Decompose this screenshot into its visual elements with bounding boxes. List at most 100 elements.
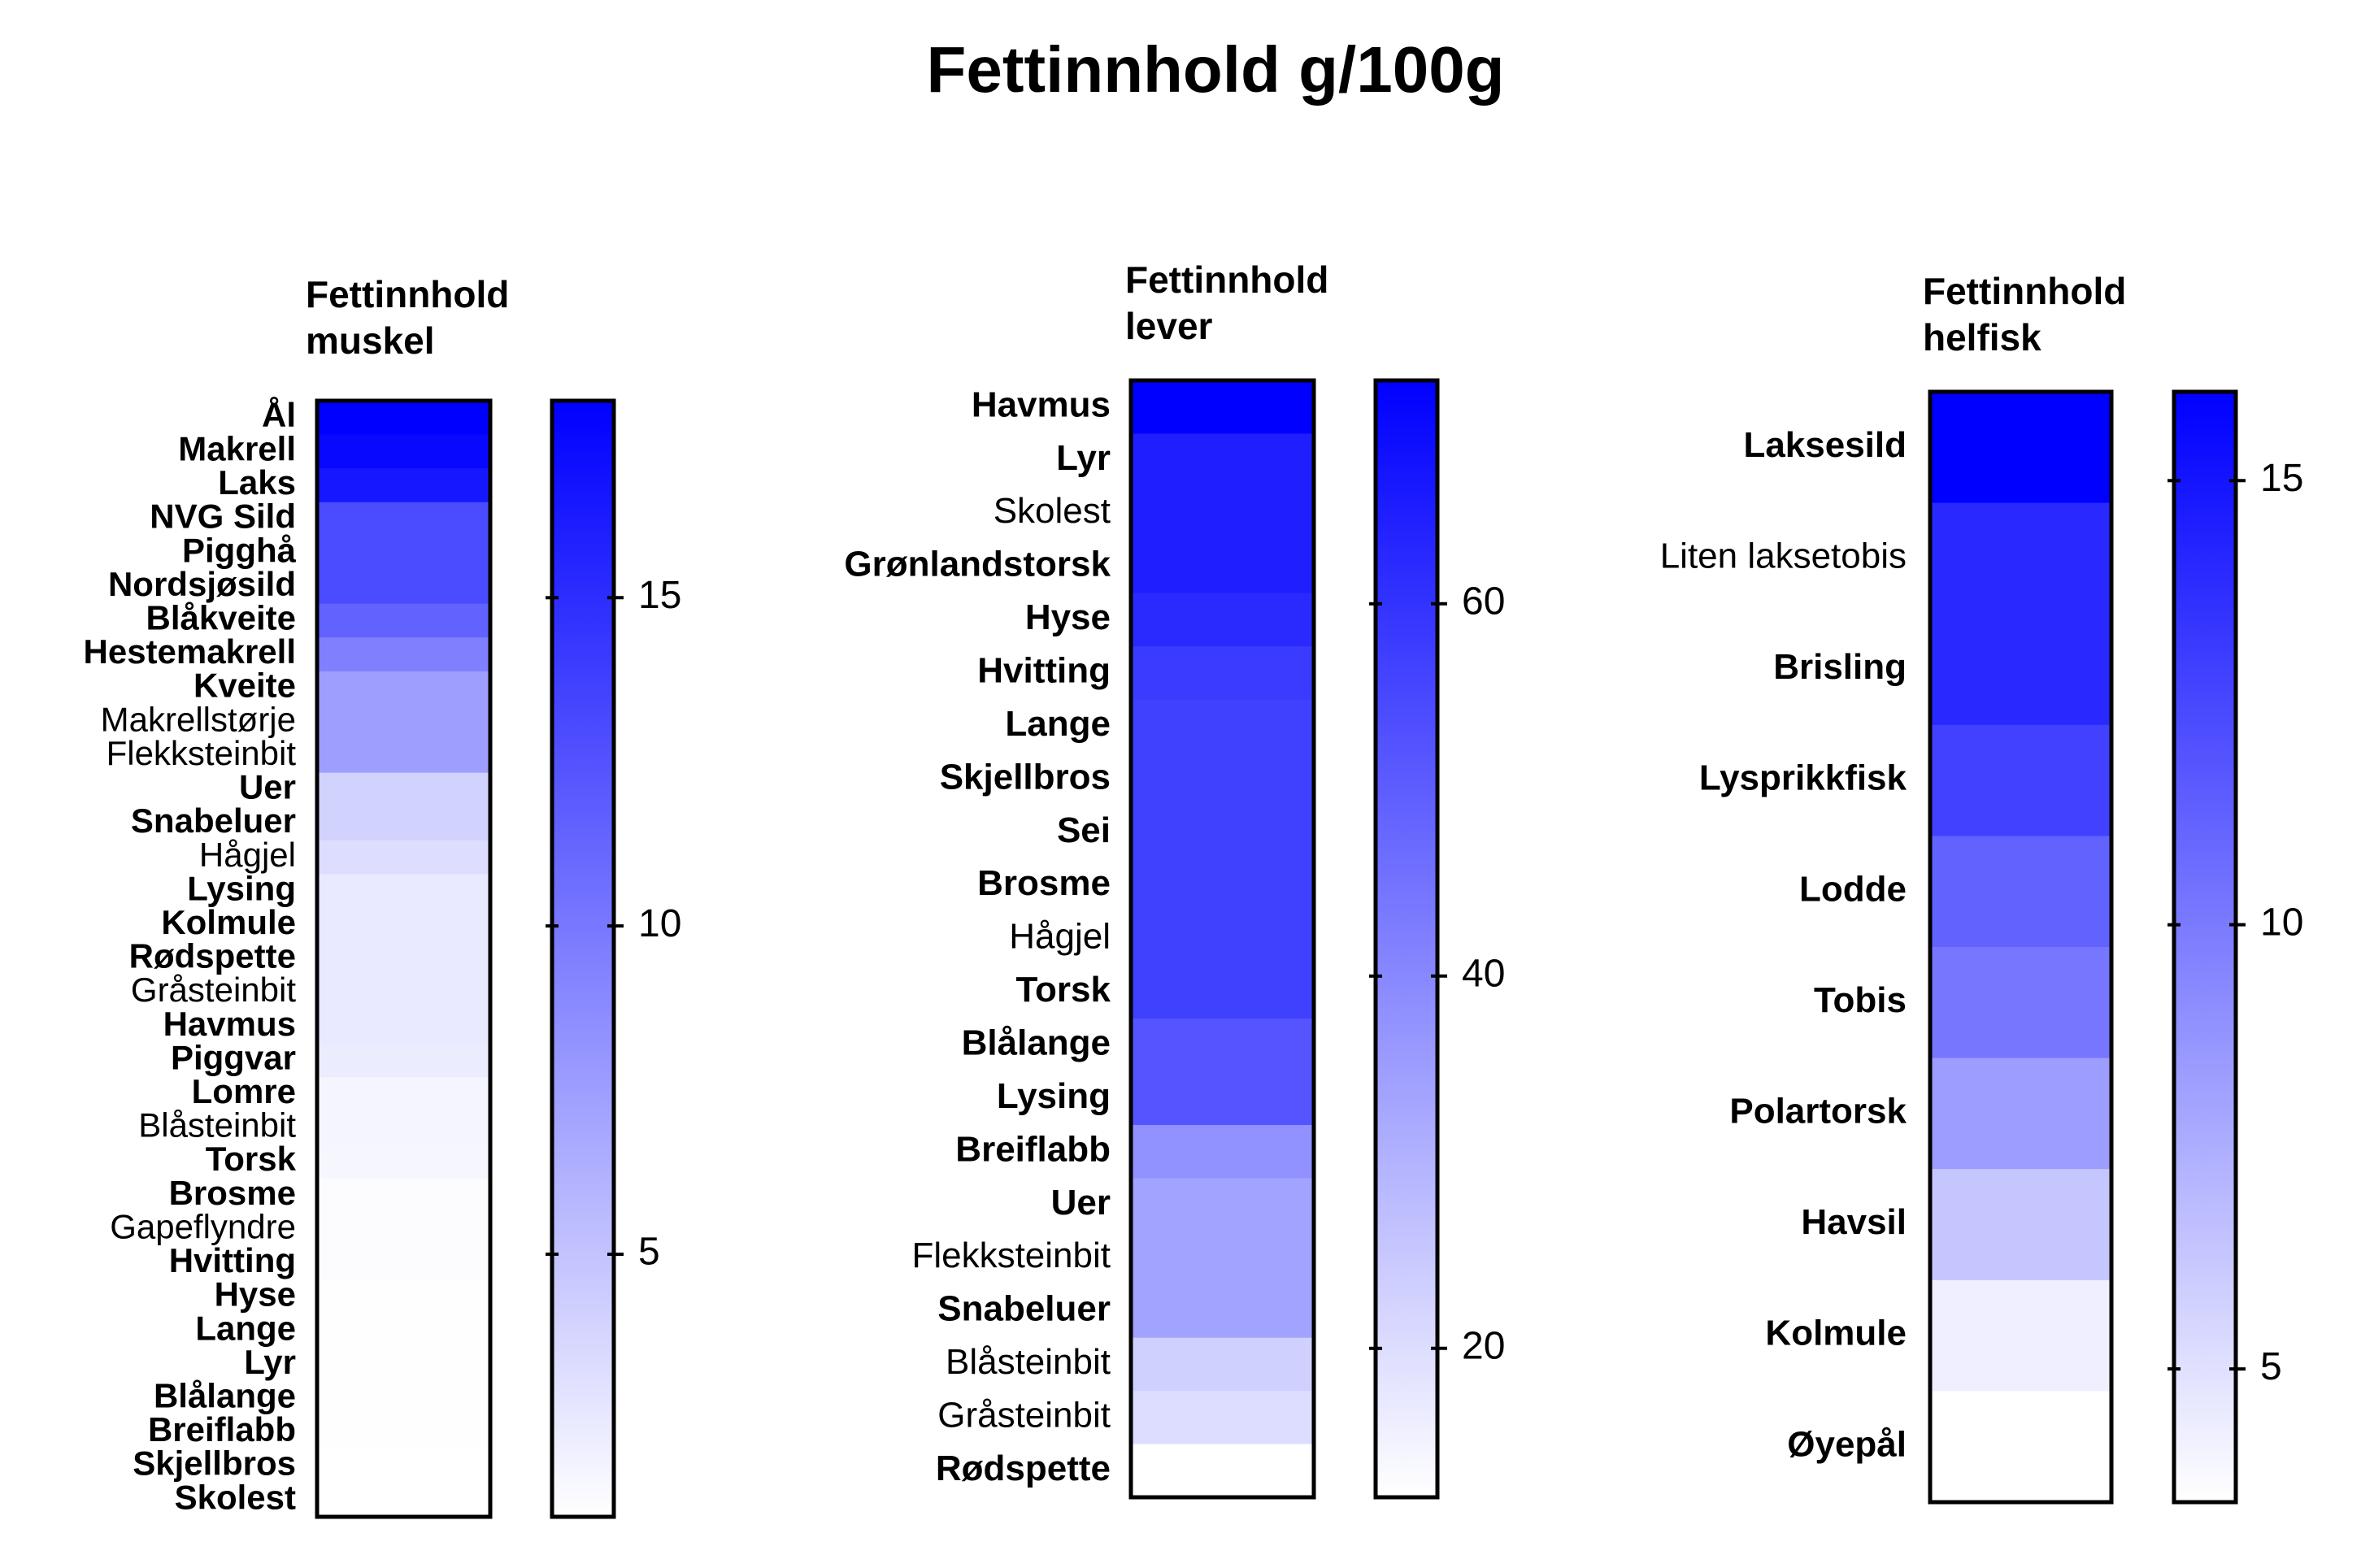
row-label: Laksesild <box>1743 425 1907 465</box>
row-label: Liten laksetobis <box>1660 536 1907 576</box>
row-label: Hågjel <box>1009 917 1111 957</box>
heatmap-cell <box>1131 1391 1314 1445</box>
heatmap-cell <box>1930 947 2111 1059</box>
heatmap-cell <box>317 908 490 943</box>
row-label: Hågjel <box>199 836 296 874</box>
heatmap-cell <box>1131 699 1314 754</box>
row-label: Hyse <box>1025 597 1111 637</box>
heatmap-cell <box>1930 502 2111 615</box>
heatmap-cell <box>1930 836 2111 948</box>
heatmap-cell <box>317 772 490 807</box>
heatmap-border <box>315 398 493 1519</box>
heatmap-cell <box>317 671 490 706</box>
row-label: Gråsteinbit <box>131 971 296 1009</box>
row-label: Laks <box>218 463 296 502</box>
row-label: Blålange <box>962 1023 1111 1062</box>
row-label: Brosme <box>169 1174 296 1212</box>
row-label: Gråsteinbit <box>937 1395 1111 1435</box>
heatmap-cell <box>317 1212 490 1247</box>
row-label: Skolest <box>175 1478 296 1516</box>
row-label: Nordsjøsild <box>108 565 296 603</box>
row-label: Uer <box>239 768 296 806</box>
row-label: Lysing <box>997 1076 1111 1116</box>
heatmap-cell <box>1930 1391 2111 1503</box>
row-label: Snabeluer <box>937 1289 1111 1329</box>
row-label: Lange <box>195 1309 296 1347</box>
heatmap-cell <box>317 874 490 909</box>
heatmap-cell <box>1131 540 1314 594</box>
heatmap-cell <box>317 637 490 672</box>
heatmap-cell <box>1131 646 1314 701</box>
row-label: Hestemakrell <box>84 632 297 671</box>
heatmap-cell <box>1131 1178 1314 1232</box>
row-label: Breiflabb <box>148 1410 296 1449</box>
heatmap-cell <box>317 434 490 469</box>
row-label: Gapeflyndre <box>110 1207 296 1245</box>
colorbar-tick-label: 20 <box>1462 1324 1505 1367</box>
row-label: Tobis <box>1814 980 1907 1020</box>
row-label: Skjellbros <box>133 1444 296 1483</box>
heatmap-cell <box>317 1381 490 1416</box>
colorbar-tick-label: 15 <box>2260 457 2303 500</box>
row-label: Hyse <box>215 1275 296 1314</box>
heatmap-cell <box>317 1483 490 1518</box>
heatmap-cell <box>317 1110 490 1145</box>
heatmap-cell <box>317 1009 490 1045</box>
row-label: Lyr <box>244 1343 296 1381</box>
heatmap-cell <box>1930 1058 2111 1170</box>
row-label: Brosme <box>977 863 1111 903</box>
heatmap-cell <box>317 502 490 537</box>
row-label: Breiflabb <box>955 1129 1111 1169</box>
row-label: Makrell <box>178 430 296 468</box>
row-label: Lysing <box>187 869 296 907</box>
heatmap-cell <box>1131 753 1314 807</box>
row-label: Skjellbros <box>940 757 1111 797</box>
heatmap-cell <box>317 1415 490 1450</box>
colorbar <box>1373 378 1440 1500</box>
row-label: Snabeluer <box>131 801 296 840</box>
colorbar-tick-label: 15 <box>638 574 681 617</box>
row-label: Lyr <box>1056 438 1111 478</box>
row-label: Torsk <box>1015 970 1111 1010</box>
heatmap-cell <box>317 975 490 1010</box>
heatmap-cell <box>1131 486 1314 541</box>
row-label: Øyepål <box>1787 1424 1907 1464</box>
panel-title-line: Fettinnhold <box>1923 270 2126 312</box>
heatmap-cell <box>1131 1444 1314 1498</box>
row-label: Blåsteinbit <box>946 1342 1111 1382</box>
heatmap-cell <box>1131 1071 1314 1126</box>
row-label: Lange <box>1005 704 1111 744</box>
row-label: Blåkveite <box>146 599 296 637</box>
heatmap-cell <box>317 1178 490 1214</box>
heatmap-cell <box>317 1043 490 1078</box>
row-label: Polartorsk <box>1729 1092 1907 1131</box>
colorbar <box>550 398 616 1519</box>
row-label: NVG Sild <box>150 497 296 536</box>
heatmap-cell <box>1131 1231 1314 1285</box>
panel-title-line: Fettinnhold <box>1125 258 1328 301</box>
colorbar-tick-label: 10 <box>2260 901 2303 944</box>
heatmap-cell <box>317 739 490 774</box>
heatmap-cell <box>1131 965 1314 1019</box>
row-label: Lodde <box>1799 869 1907 909</box>
heatmap-border <box>1128 378 1316 1500</box>
row-label: Ål <box>262 396 296 434</box>
heatmap-cell <box>317 705 490 740</box>
heatmap-cell <box>1930 724 2111 836</box>
row-label: Sei <box>1057 810 1111 850</box>
row-label: Hvitting <box>169 1241 296 1279</box>
row-label: Kolmule <box>1765 1314 1907 1353</box>
colorbar-tick-label: 10 <box>638 902 681 945</box>
heatmap-cell <box>1930 1279 2111 1392</box>
row-label: Brisling <box>1773 647 1907 687</box>
row-label: Lomre <box>192 1072 296 1110</box>
row-label: Flekksteinbit <box>107 734 297 772</box>
heatmap-cell <box>317 1314 490 1349</box>
heatmap-cell <box>1131 912 1314 966</box>
row-label: Pigghå <box>182 531 297 569</box>
heatmap-cell <box>1131 380 1314 435</box>
heatmap-cell <box>1131 1019 1314 1073</box>
heatmap-cell <box>1131 1125 1314 1179</box>
